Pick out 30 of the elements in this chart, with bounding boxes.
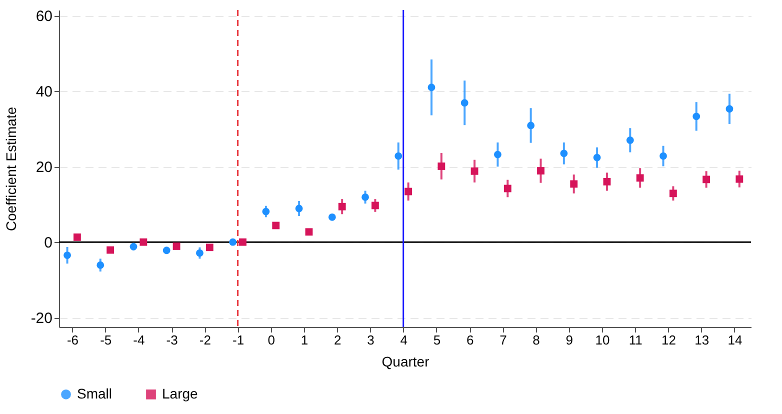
x-tick-label: -3 bbox=[166, 332, 178, 348]
x-tick-label: 0 bbox=[268, 332, 276, 348]
x-tick-label: 6 bbox=[466, 332, 474, 348]
x-tick-label: 1 bbox=[300, 332, 308, 348]
x-tick-label: -5 bbox=[100, 332, 112, 348]
y-tick-label: 40 bbox=[36, 84, 52, 101]
y-tick-label: -20 bbox=[30, 310, 52, 328]
x-axis-title: Quarter bbox=[382, 354, 430, 370]
y-tick-label: 60 bbox=[36, 8, 52, 26]
x-tick-label: -6 bbox=[66, 332, 79, 348]
x-tick-label: 3 bbox=[367, 332, 374, 348]
x-tick-label: 14 bbox=[728, 332, 742, 348]
x-tick-label: 7 bbox=[500, 332, 507, 348]
y-tick-label: 0 bbox=[44, 234, 52, 252]
y-axis-title: Coefficient Estimate bbox=[2, 106, 19, 232]
x-tick-label: 11 bbox=[628, 332, 642, 348]
x-tick-label: 5 bbox=[433, 332, 441, 348]
legend-label: Large bbox=[162, 385, 198, 402]
x-tick-label: -1 bbox=[232, 332, 244, 348]
legend-label: Small bbox=[77, 385, 112, 402]
x-tick-label: 4 bbox=[400, 332, 408, 348]
x-tick-label: -2 bbox=[199, 332, 211, 348]
y-tick-label: 20 bbox=[36, 159, 52, 176]
x-tick-label: -4 bbox=[133, 332, 145, 348]
x-tick-label: 8 bbox=[532, 332, 540, 348]
x-tick-label: 2 bbox=[334, 332, 342, 348]
x-tick-label: 10 bbox=[595, 332, 610, 348]
x-tick-label: 13 bbox=[694, 332, 710, 348]
x-tick-label: 9 bbox=[566, 332, 574, 348]
x-tick-label: 12 bbox=[661, 332, 676, 348]
